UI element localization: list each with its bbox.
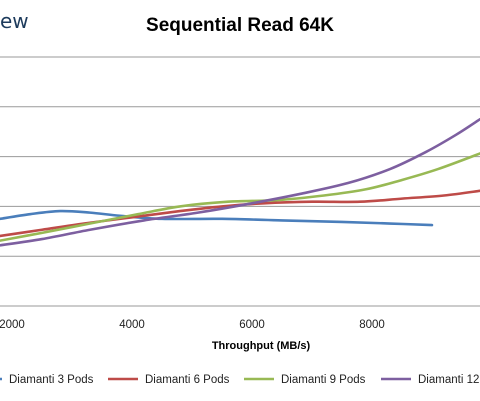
series-line-3 xyxy=(0,152,480,242)
gridlines xyxy=(0,56,480,307)
x-axis-label: Throughput (MB/s) xyxy=(212,340,311,352)
series-line-4 xyxy=(0,117,480,247)
x-tick-label: 2000 xyxy=(0,319,25,331)
x-axis-ticks: 2000 4000 6000 8000 xyxy=(0,319,385,331)
legend-item-2: Diamanti 6 Pods xyxy=(108,374,230,386)
legend-item-3: Diamanti 9 Pods xyxy=(244,374,366,386)
series-lines xyxy=(0,117,480,247)
legend-label: Diamanti 9 Pods xyxy=(281,374,366,386)
legend: Diamanti 3 Pods Diamanti 6 Pods Diamanti 9… xyxy=(0,374,480,386)
chart-title: Sequential Read 64K xyxy=(146,15,334,36)
legend-label: Diamanti 12 Pods xyxy=(418,374,480,386)
x-tick-label: 4000 xyxy=(119,319,145,331)
series-line-2 xyxy=(0,189,480,238)
legend-label: Diamanti 3 Pods xyxy=(9,374,94,386)
series-line-1 xyxy=(0,209,434,227)
x-tick-label: 8000 xyxy=(359,319,385,331)
legend-item-1: Diamanti 3 Pods xyxy=(0,374,94,386)
x-tick-label: 6000 xyxy=(239,319,265,331)
legend-label: Diamanti 6 Pods xyxy=(145,374,230,386)
legend-item-4: Diamanti 12 Pods xyxy=(381,374,480,386)
brand-logo-fragment: ew xyxy=(0,9,29,33)
